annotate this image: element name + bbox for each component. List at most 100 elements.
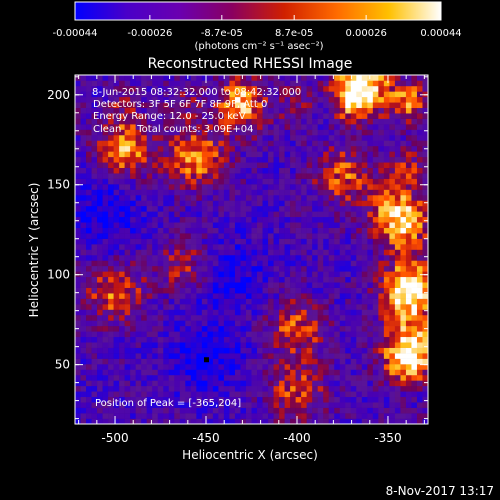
heatmap-cell	[400, 211, 407, 218]
heatmap-cell	[141, 336, 148, 343]
heatmap-cell	[141, 167, 148, 174]
heatmap-cell	[389, 396, 396, 403]
heatmap-cell	[185, 189, 192, 196]
heatmap-cell	[240, 309, 247, 316]
heatmap-cell	[102, 118, 109, 125]
heatmap-cell	[245, 151, 252, 158]
heatmap-cell	[163, 342, 170, 348]
heatmap-cell	[268, 364, 274, 370]
heatmap-cell	[234, 396, 241, 403]
heatmap-cell	[223, 124, 230, 130]
heatmap-cell	[119, 331, 125, 338]
heatmap-cell	[229, 385, 236, 392]
heatmap-cell	[361, 107, 368, 114]
heatmap-cell	[345, 391, 352, 398]
heatmap-cell	[234, 298, 241, 305]
heatmap-cell	[273, 151, 280, 158]
heatmap-cell	[306, 364, 313, 370]
heatmap-cell	[91, 178, 98, 185]
heatmap-cell	[229, 178, 236, 185]
heatmap-cell	[146, 85, 153, 92]
heatmap-cell	[301, 342, 307, 348]
heatmap-cell	[422, 364, 428, 370]
heatmap-cell	[234, 178, 241, 185]
heatmap-cell	[91, 102, 98, 109]
heatmap-cell	[257, 178, 263, 185]
heatmap-cell	[218, 85, 225, 92]
heatmap-cell	[334, 244, 341, 250]
heatmap-cell	[400, 418, 407, 424]
heatmap-cell	[179, 347, 186, 354]
heatmap-cell	[301, 331, 307, 338]
heatmap-cell	[268, 265, 274, 272]
heatmap-cell	[212, 189, 219, 196]
heatmap-cell	[196, 145, 203, 152]
heatmap-cell	[212, 260, 219, 267]
heatmap-cell	[185, 276, 192, 283]
heatmap-cell	[212, 271, 219, 278]
heatmap-cell	[284, 298, 291, 305]
heatmap-cell	[262, 167, 269, 174]
heatmap-cell	[295, 91, 302, 98]
heatmap-cell	[86, 391, 92, 398]
heatmap-cell	[262, 331, 269, 338]
heatmap-cell	[135, 369, 142, 376]
heatmap-cell	[80, 184, 87, 190]
heatmap-cell	[97, 75, 103, 81]
heatmap-cell	[97, 271, 103, 278]
heatmap-cell	[240, 222, 247, 228]
heatmap-cell	[141, 178, 148, 185]
heatmap-cell	[295, 211, 302, 218]
heatmap-cell	[323, 385, 330, 392]
heatmap-cell	[378, 320, 385, 327]
heatmap-cell	[306, 353, 313, 359]
heatmap-cell	[356, 396, 363, 403]
heatmap-cell	[317, 96, 324, 103]
heatmap-cell	[97, 129, 103, 136]
heatmap-cell	[174, 402, 181, 408]
heatmap-cell	[75, 287, 81, 294]
heatmap-cell	[378, 238, 385, 245]
heatmap-cell	[361, 156, 368, 163]
heatmap-cell	[86, 189, 92, 196]
heatmap-cell	[163, 211, 170, 218]
heatmap-cell	[135, 358, 142, 365]
heatmap-cell	[86, 320, 92, 327]
heatmap-cell	[223, 113, 230, 119]
heatmap-cell	[339, 151, 346, 158]
annotations: 8-Jun-2015 08:32:32.000 to 08:42:32.000 …	[92, 87, 301, 409]
heatmap-cell	[416, 145, 423, 152]
heatmap-cell	[312, 396, 318, 403]
heatmap-cell	[268, 129, 274, 136]
heatmap-cell	[268, 260, 274, 267]
heatmap-cell	[422, 314, 428, 321]
heatmap-cell	[102, 233, 109, 239]
heatmap-cell	[113, 271, 120, 278]
heatmap-cell	[268, 222, 274, 228]
heatmap-cell	[86, 173, 92, 179]
heatmap-cell	[91, 385, 98, 392]
heatmap-cell	[350, 107, 357, 114]
heatmap-cell	[124, 320, 131, 327]
heatmap-cell	[119, 118, 125, 125]
heatmap-cell	[361, 293, 368, 299]
heatmap-cell	[119, 216, 125, 223]
heatmap-cell	[350, 244, 357, 250]
heatmap-cell	[86, 216, 92, 223]
heatmap-cell	[108, 260, 114, 267]
heatmap-cell	[295, 200, 302, 207]
heatmap-cell	[168, 184, 175, 190]
y-axis-label: Heliocentric Y (arcsec)	[27, 183, 41, 318]
heatmap-cell	[240, 238, 247, 245]
heatmap-cell	[306, 194, 313, 201]
heatmap-cell	[130, 364, 136, 370]
heatmap-cell	[389, 151, 396, 158]
heatmap-cell	[218, 156, 225, 163]
heatmap-cell	[356, 222, 363, 228]
chart-title: Reconstructed RHESSI Image	[148, 56, 353, 72]
heatmap-cell	[394, 402, 401, 408]
heatmap-cell	[108, 314, 114, 321]
heatmap-cell	[301, 347, 307, 354]
heatmap-cell	[251, 124, 258, 130]
heatmap-cell	[334, 249, 341, 256]
